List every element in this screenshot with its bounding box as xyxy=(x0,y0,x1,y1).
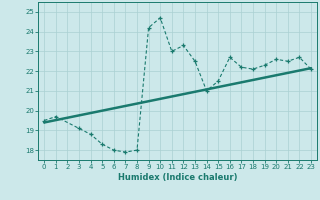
X-axis label: Humidex (Indice chaleur): Humidex (Indice chaleur) xyxy=(118,173,237,182)
